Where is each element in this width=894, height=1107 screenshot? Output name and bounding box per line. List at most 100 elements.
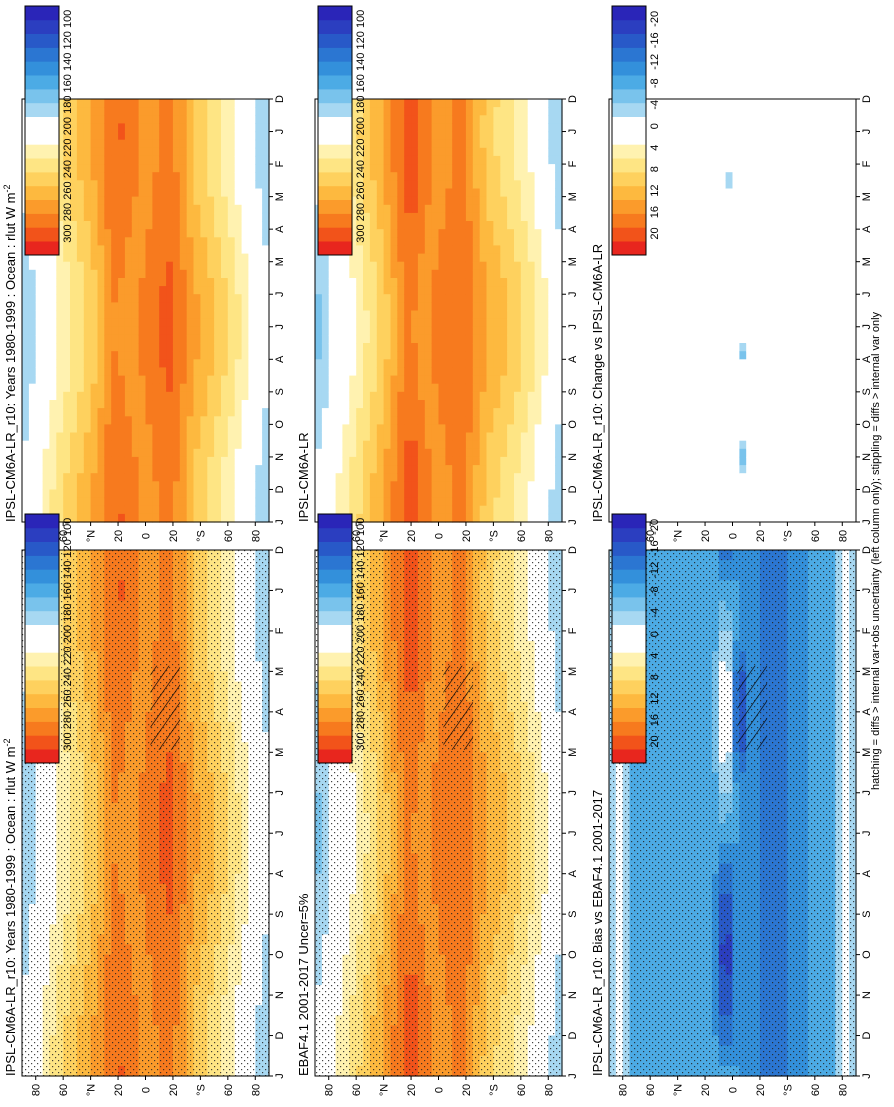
month-tick-label: D [274,1032,286,1040]
colorbar-label: 200 [62,117,74,135]
month-tick-label: D [274,485,286,493]
colorbar-swatch [318,241,352,255]
colorbar-label: -12 [649,54,661,70]
lat-tick-label: °S [488,530,500,542]
colorbar-swatch [25,158,59,172]
colorbar-swatch [25,569,59,583]
colorbar-swatch [318,611,352,625]
month-tick-label: J [274,588,286,594]
colorbar-swatch [318,20,352,34]
colorbar-label: 120 [355,31,367,49]
month-tick-label: F [567,627,579,634]
lat-tick-label: 60 [223,530,235,542]
month-tick-label: M [567,192,579,201]
lat-tick-label: 0 [728,533,740,539]
colorbar-swatch [612,708,646,722]
colorbar-swatch [612,227,646,241]
colorbar-label: 180 [355,96,367,114]
month-tick-label: N [567,991,579,999]
lat-tick-label: 20 [700,1084,712,1096]
colorbar-swatch [25,735,59,749]
colorbar-label: 240 [62,160,74,178]
colorbar-swatch [612,241,646,255]
colorbar-swatch [318,542,352,556]
colorbar-swatch [612,680,646,694]
colorbar-label: -16 [649,32,661,48]
colorbar-swatch [318,680,352,694]
colorbar-swatch [25,75,59,89]
colorbar-swatch [25,528,59,542]
colorbar-label: 12 [649,184,661,196]
colorbar-swatch [25,186,59,200]
month-tick-label: J [567,790,579,796]
colorbar-swatch [318,34,352,48]
colorbar-label: 140 [62,561,74,579]
colorbar-swatch [318,227,352,241]
lat-tick-label: 0 [434,533,446,539]
colorbar-label: 280 [62,711,74,729]
colorbar-swatch [612,528,646,542]
panel-title: IPSL-CM6A-LR_r10: Change vs IPSL-CM6A-LR [590,244,605,522]
colorbar-swatch [318,694,352,708]
colorbar-label: 100 [355,518,367,536]
hatching [443,666,473,750]
month-tick-label: N [567,453,579,461]
colorbar-swatch [25,708,59,722]
lat-tick-label: 60 [516,530,528,542]
colorbar-label: 160 [355,582,367,600]
colorbar-swatch [612,722,646,736]
lat-tick-label: 0 [141,1087,153,1093]
colorbar-swatch [318,6,352,20]
colorbar-swatch [318,117,352,131]
colorbar-label: -20 [649,519,661,535]
lat-tick-label: 80 [543,530,555,542]
colorbar-swatch [612,583,646,597]
colorbar-swatch [612,214,646,228]
colorbar-swatch [25,597,59,611]
colorbar-label: 140 [62,53,74,71]
lat-tick-label: 60 [516,1084,528,1096]
panel-title: IPSL-CM6A-LR_r10: Bias vs EBAF4.1 2001-2… [590,790,605,1076]
colorbar-label: -4 [649,608,661,618]
lat-tick-label: 80 [837,1084,849,1096]
colorbar-swatch [612,514,646,528]
month-tick-label: J [567,519,579,525]
month-tick-label: F [861,160,873,167]
colorbar-swatch [25,200,59,214]
colorbar-label: 0 [649,123,661,129]
colorbar-swatch [318,103,352,117]
colorbar-swatch [612,158,646,172]
lat-tick-label: 20 [755,1084,767,1096]
panel-title: EBAF4.1 2001-2017 Uncer=5% [296,893,311,1076]
colorbar-swatch [612,735,646,749]
lat-tick-label: 20 [461,530,473,542]
colorbar-swatch [25,625,59,639]
lat-tick-label: 80 [324,1084,336,1096]
title-superscript: -2 [2,184,12,192]
lat-tick-label: °S [782,530,794,542]
month-tick-label: J [861,1073,873,1079]
colorbar-label: 260 [355,181,367,199]
month-tick-label: D [567,1032,579,1040]
month-tick-label: A [861,869,873,877]
month-tick-label: F [274,627,286,634]
month-tick-label: D [274,546,286,554]
colorbar-label: 200 [355,625,367,643]
colorbar-swatch [318,708,352,722]
month-tick-label: N [274,991,286,999]
colorbar-swatch [318,214,352,228]
colorbar-swatch [612,556,646,570]
footnote: hatching = diffs > internal var+obs unce… [870,311,882,790]
colorbar-swatch [25,144,59,158]
month-tick-label: D [567,485,579,493]
month-tick-label: O [567,420,579,429]
colorbar-label: 0 [649,631,661,637]
colorbar-label: 140 [355,53,367,71]
month-tick-label: O [274,420,286,429]
colorbar-label: 200 [62,625,74,643]
month-tick-label: M [274,667,286,676]
